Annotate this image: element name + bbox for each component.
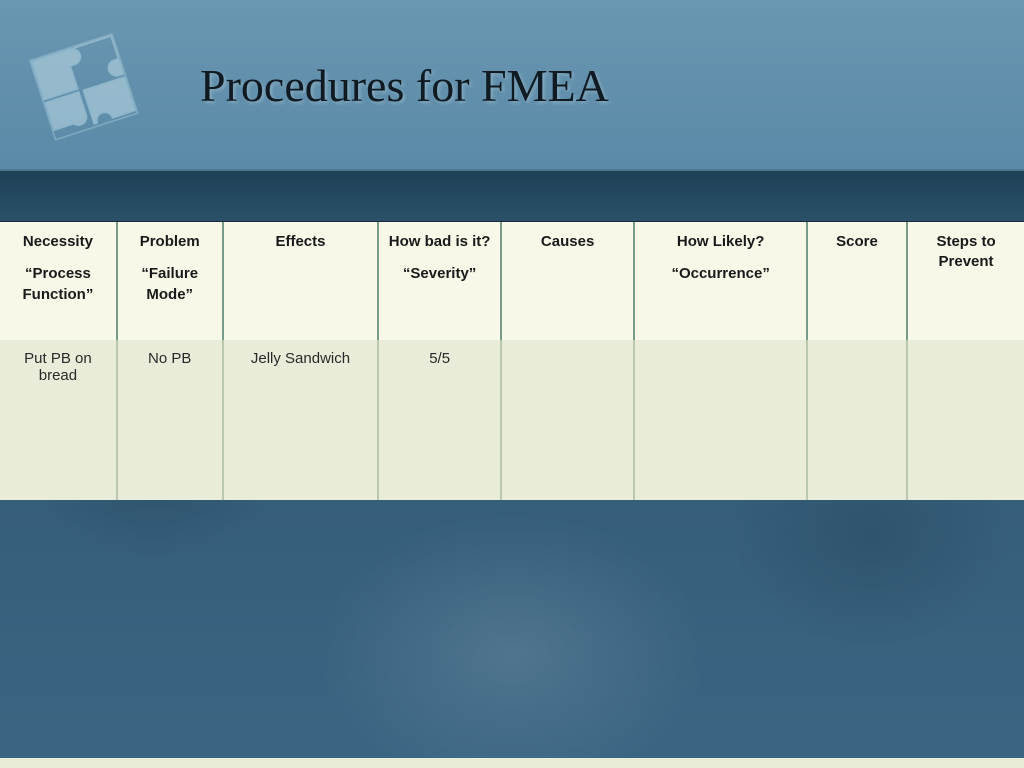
column-header-main: Problem <box>140 233 200 250</box>
fmea-table-container: Necessity “Process Function” Problem “Failu… <box>0 222 1024 500</box>
column-header-main: Causes <box>541 233 594 250</box>
fmea-table: Necessity “Process Function” Problem “Failu… <box>0 222 1024 500</box>
column-header-main: How Likely? <box>677 233 765 250</box>
table-cell <box>501 340 635 500</box>
column-header-sub: “Failure Mode” <box>124 264 216 305</box>
column-header-main: Steps to Prevent <box>936 233 995 270</box>
table-cell: No PB <box>117 340 223 500</box>
column-header: Steps to Prevent <box>907 222 1024 340</box>
column-header-sub: “Process Function” <box>6 264 110 305</box>
table-cell <box>807 340 907 500</box>
column-header: Effects <box>223 222 379 340</box>
table-header-row: Necessity “Process Function” Problem “Failu… <box>0 222 1024 340</box>
column-header: Necessity “Process Function” <box>0 222 117 340</box>
footer-bar <box>0 758 1024 768</box>
table-cell: Put PB on bread <box>0 340 117 500</box>
table-cell <box>907 340 1024 500</box>
table-cell <box>634 340 807 500</box>
table-cell: 5/5 <box>378 340 500 500</box>
column-header: Causes <box>501 222 635 340</box>
puzzle-icon <box>20 10 180 170</box>
column-header: Problem “Failure Mode” <box>117 222 223 340</box>
table-cell: Jelly Sandwich <box>223 340 379 500</box>
table-row: Put PB on breadNo PBJelly Sandwich5/5 <box>0 340 1024 500</box>
table-body: Put PB on breadNo PBJelly Sandwich5/5 <box>0 340 1024 500</box>
column-header-main: Effects <box>275 233 325 250</box>
slide-title: Procedures for FMEA <box>200 59 609 112</box>
column-header-sub: “Occurrence” <box>641 264 800 284</box>
column-header-main: How bad is it? <box>389 233 491 250</box>
header-divider <box>0 170 1024 222</box>
column-header-main: Score <box>836 233 878 250</box>
column-header: How Likely? “Occurrence” <box>634 222 807 340</box>
column-header: Score <box>807 222 907 340</box>
column-header-main: Necessity <box>23 233 93 250</box>
column-header: How bad is it? “Severity” <box>378 222 500 340</box>
column-header-sub: “Severity” <box>385 264 493 284</box>
slide-header: Procedures for FMEA <box>0 0 1024 170</box>
